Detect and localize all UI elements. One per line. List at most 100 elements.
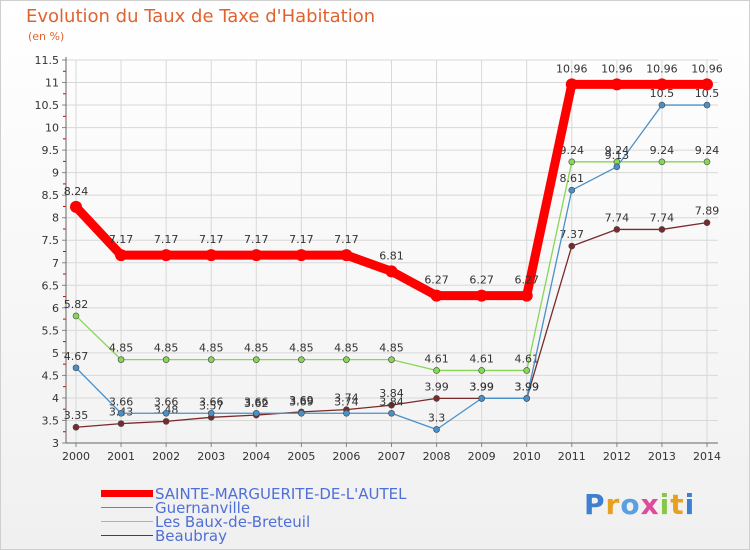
- data-label-sainte-marguerite: 7.17: [109, 233, 134, 246]
- data-label-les-baux-de-breteuil: 4.85: [244, 342, 269, 355]
- y-tick-label: 7: [52, 257, 59, 270]
- x-tick-label: 2013: [648, 450, 676, 463]
- data-point-sainte-marguerite: [430, 289, 443, 302]
- data-point-les-baux-de-breteuil: [343, 356, 350, 363]
- data-point-sainte-marguerite: [655, 78, 668, 91]
- data-label-guernanville: 3.69: [289, 395, 314, 408]
- data-label-les-baux-de-breteuil: 9.24: [560, 144, 585, 157]
- y-tick-label: 11: [45, 77, 59, 90]
- legend-label-les-baux-de-breteuil: Les Baux-de-Breteuil: [155, 513, 311, 531]
- data-point-sainte-marguerite: [160, 249, 173, 262]
- data-label-beaubray: 3.35: [64, 409, 89, 422]
- data-label-les-baux-de-breteuil: 4.85: [199, 342, 224, 355]
- data-point-sainte-marguerite: [70, 200, 82, 213]
- data-point-guernanville: [72, 364, 80, 372]
- data-label-les-baux-de-breteuil: 9.24: [650, 144, 675, 157]
- data-label-sainte-marguerite: 8.24: [64, 185, 89, 198]
- data-label-guernanville: 3.66: [199, 395, 224, 408]
- y-tick-label: 4.5: [42, 369, 60, 382]
- data-label-les-baux-de-breteuil: 4.85: [289, 342, 314, 355]
- data-point-guernanville: [478, 395, 485, 402]
- data-point-sainte-marguerite: [520, 289, 533, 302]
- x-tick-label: 2005: [287, 450, 315, 463]
- data-label-beaubray: 3.84: [379, 387, 404, 400]
- y-tick-label: 8.5: [42, 189, 60, 202]
- data-point-beaubray: [72, 423, 80, 431]
- data-point-guernanville: [613, 163, 621, 171]
- data-point-les-baux-de-breteuil: [72, 312, 80, 320]
- y-tick-label: 9: [52, 167, 59, 180]
- legend-swatch-sainte-marguerite: [101, 490, 153, 497]
- data-label-les-baux-de-breteuil: 4.85: [334, 342, 359, 355]
- data-point-les-baux-de-breteuil: [117, 356, 125, 363]
- data-point-guernanville: [162, 409, 170, 417]
- data-label-guernanville: 10.5: [695, 87, 720, 100]
- legend-swatch-beaubray: [101, 535, 153, 536]
- data-label-sainte-marguerite: 6.81: [379, 249, 404, 262]
- data-label-les-baux-de-breteuil: 4.85: [109, 342, 134, 355]
- data-point-les-baux-de-breteuil: [433, 367, 440, 374]
- data-point-guernanville: [568, 186, 576, 194]
- y-tick-label: 5.5: [42, 324, 60, 337]
- data-label-sainte-marguerite: 6.27: [469, 274, 494, 287]
- data-label-beaubray: 3.69: [289, 394, 314, 407]
- data-label-les-baux-de-breteuil: 5.82: [64, 298, 89, 311]
- x-tick-label: 2000: [62, 450, 90, 463]
- x-tick-label: 2004: [242, 450, 270, 463]
- data-label-guernanville: 4.67: [64, 350, 89, 363]
- data-point-beaubray: [703, 219, 711, 226]
- unit-label: (en %): [28, 30, 65, 43]
- data-point-sainte-marguerite: [205, 249, 218, 262]
- data-label-sainte-marguerite: 6.27: [424, 274, 449, 287]
- data-label-sainte-marguerite: 10.96: [691, 62, 723, 75]
- y-tick-label: 8: [52, 212, 59, 225]
- y-tick-label: 3.5: [42, 414, 60, 427]
- data-point-beaubray: [162, 418, 170, 425]
- data-point-guernanville: [523, 395, 531, 402]
- data-label-les-baux-de-breteuil: 4.85: [154, 342, 179, 355]
- data-point-guernanville: [433, 426, 440, 433]
- y-tick-label: 10.5: [35, 99, 60, 112]
- data-label-guernanville: 8.61: [560, 172, 585, 185]
- data-label-sainte-marguerite: 7.17: [334, 233, 359, 246]
- data-point-sainte-marguerite: [295, 249, 308, 262]
- data-label-sainte-marguerite: 7.17: [154, 233, 179, 246]
- data-point-guernanville: [207, 409, 215, 417]
- data-point-beaubray: [613, 226, 621, 233]
- data-point-sainte-marguerite: [385, 265, 398, 278]
- data-point-beaubray: [658, 226, 666, 233]
- data-label-sainte-marguerite: 10.96: [646, 62, 678, 75]
- data-point-sainte-marguerite: [610, 78, 623, 91]
- data-point-guernanville: [117, 409, 125, 417]
- data-point-guernanville: [658, 101, 666, 109]
- data-point-sainte-marguerite: [701, 78, 713, 91]
- data-label-guernanville: 3.66: [154, 395, 179, 408]
- data-label-sainte-marguerite: 7.17: [199, 233, 224, 246]
- y-tick-label: 3: [52, 437, 59, 450]
- data-label-sainte-marguerite: 10.96: [601, 62, 633, 75]
- data-point-sainte-marguerite: [475, 289, 488, 302]
- data-label-beaubray: 7.74: [650, 211, 675, 224]
- x-tick-label: 2014: [693, 450, 721, 463]
- data-point-guernanville: [298, 409, 305, 417]
- y-tick-label: 6: [52, 302, 59, 315]
- x-tick-label: 2003: [197, 450, 225, 463]
- legend-swatch-les-baux-de-breteuil: [101, 521, 153, 522]
- x-tick-label: 2002: [152, 450, 180, 463]
- data-label-beaubray: 3.99: [424, 380, 449, 393]
- data-label-beaubray: 3.62: [244, 397, 269, 410]
- data-point-les-baux-de-breteuil: [162, 356, 170, 363]
- x-tick-label: 2010: [513, 450, 541, 463]
- data-label-les-baux-de-breteuil: 4.85: [379, 342, 404, 355]
- data-label-beaubray: 7.74: [605, 211, 630, 224]
- y-tick-label: 9.5: [42, 144, 60, 157]
- data-point-beaubray: [568, 242, 576, 250]
- x-tick-label: 2011: [558, 450, 586, 463]
- data-point-guernanville: [343, 409, 350, 417]
- data-label-beaubray: 3.99: [514, 380, 539, 393]
- data-label-beaubray: 7.37: [560, 228, 585, 241]
- y-tick-label: 11.5: [35, 54, 60, 67]
- legend-label-sainte-marguerite: SAINTE-MARGUERITE-DE-L'AUTEL: [155, 485, 407, 503]
- legend-label-beaubray: Beaubray: [155, 527, 227, 545]
